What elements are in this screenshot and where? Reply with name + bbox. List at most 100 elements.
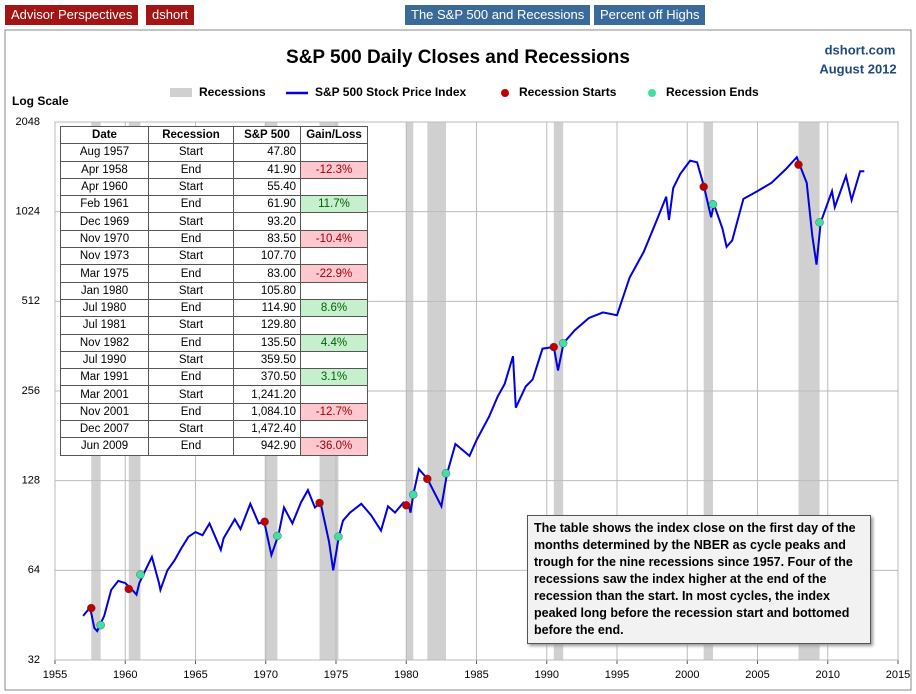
nav-button[interactable]: Advisor Perspectives bbox=[5, 5, 139, 25]
table-cell: -22.9% bbox=[300, 264, 368, 283]
table-header: Date Recession S&P 500 Gain/Loss bbox=[60, 125, 368, 145]
x-tick-label: 2010 bbox=[816, 669, 840, 681]
table-row: Apr 1958 End 41.90 -12.3% bbox=[60, 160, 368, 179]
table-cell: End bbox=[148, 160, 234, 179]
legend-swatch bbox=[501, 89, 509, 97]
recession-marker bbox=[708, 200, 718, 209]
table-row: Apr 1960 Start 55.40 bbox=[60, 177, 368, 197]
y-tick-label: 64 bbox=[28, 564, 40, 576]
table-cell: Jun 2009 bbox=[60, 437, 149, 456]
table-cell: 1,084.10 bbox=[233, 402, 301, 422]
table-row: Mar 1991 End 370.50 3.1% bbox=[60, 368, 368, 387]
nav-button[interactable]: Percent off Highs bbox=[594, 5, 706, 25]
table-cell: -12.3% bbox=[300, 160, 368, 179]
recession-marker bbox=[260, 517, 269, 526]
table-row: Jun 2009 End 942.90 -36.0% bbox=[60, 437, 368, 456]
chart-title: S&P 500 Daily Closes and Recessions bbox=[286, 47, 630, 68]
table-cell: Nov 1973 bbox=[60, 247, 149, 266]
table-row: Dec 2007 Start 1,472.40 bbox=[60, 420, 368, 439]
legend-label: Recession Starts bbox=[519, 85, 617, 99]
recession-marker bbox=[87, 603, 96, 613]
table-cell: -10.4% bbox=[300, 229, 368, 249]
recession-marker bbox=[315, 498, 324, 508]
recession-marker bbox=[273, 531, 282, 541]
table-cell: End bbox=[148, 333, 234, 352]
nav-button[interactable]: The S&P 500 and Recessions bbox=[405, 5, 591, 25]
x-tick-label: 1955 bbox=[43, 669, 67, 681]
table-row: Mar 2001 Start 1,241.20 bbox=[60, 385, 368, 404]
nav-button[interactable]: dshort bbox=[146, 5, 195, 25]
table-cell bbox=[300, 247, 368, 266]
x-tick-label: 2005 bbox=[745, 669, 769, 681]
table-cell bbox=[300, 385, 368, 404]
table-cell: Mar 1991 bbox=[60, 368, 149, 387]
table-cell: Dec 2007 bbox=[60, 420, 149, 439]
table-cell: 942.90 bbox=[233, 437, 301, 456]
column-header: S&P 500 bbox=[233, 125, 301, 145]
x-tick-label: 2015 bbox=[886, 669, 910, 681]
table-cell: 3.1% bbox=[300, 368, 368, 387]
table-cell: Start bbox=[148, 350, 234, 370]
table-cell: 4.4% bbox=[300, 333, 368, 352]
x-tick-label: 1995 bbox=[605, 669, 629, 681]
table-cell: Start bbox=[148, 212, 234, 231]
table-cell: -36.0% bbox=[300, 437, 368, 456]
y-tick-label: 1024 bbox=[16, 206, 40, 218]
table-cell bbox=[300, 212, 368, 231]
x-tick-label: 1965 bbox=[183, 669, 207, 681]
table-cell bbox=[300, 143, 368, 162]
table-cell: Start bbox=[148, 385, 234, 404]
table-cell: Mar 1975 bbox=[60, 264, 149, 283]
recession-marker bbox=[96, 620, 105, 630]
recession-marker bbox=[136, 570, 145, 579]
price-line bbox=[82, 155, 865, 633]
table-cell: 61.90 bbox=[233, 195, 301, 214]
table-row: Nov 2001 End 1,084.10 -12.7% bbox=[60, 402, 368, 422]
legend-swatch bbox=[170, 88, 192, 97]
recession-marker bbox=[699, 182, 708, 191]
table-cell bbox=[300, 350, 368, 370]
source: dshort.com bbox=[825, 42, 896, 57]
recession-marker bbox=[549, 342, 558, 352]
table-cell: 41.90 bbox=[233, 160, 301, 179]
table-cell: Start bbox=[148, 281, 234, 300]
table-cell: 1,241.20 bbox=[233, 385, 301, 404]
table-row: Aug 1957 Start 47.80 bbox=[60, 143, 368, 162]
recession-marker bbox=[409, 490, 418, 499]
table-cell: Nov 1982 bbox=[60, 333, 149, 352]
table-cell: Nov 2001 bbox=[60, 402, 149, 422]
table-cell: End bbox=[148, 437, 234, 456]
recession-table: Date Recession S&P 500 Gain/Loss Aug 1957 Sta… bbox=[60, 125, 368, 456]
table-cell: Aug 1957 bbox=[60, 143, 149, 162]
table-cell: 359.50 bbox=[233, 350, 301, 370]
table-cell: 83.50 bbox=[233, 229, 301, 249]
table-row: Nov 1973 Start 107.70 bbox=[60, 247, 368, 266]
table-cell bbox=[300, 420, 368, 439]
recession-marker bbox=[423, 474, 432, 484]
column-header: Date bbox=[60, 125, 149, 145]
table-cell: 47.80 bbox=[233, 143, 301, 162]
table-cell: Start bbox=[148, 143, 234, 162]
table-cell: End bbox=[148, 298, 234, 318]
table-cell: Dec 1969 bbox=[60, 212, 149, 231]
table-cell bbox=[300, 177, 368, 197]
table-cell: 55.40 bbox=[233, 177, 301, 197]
column-header: Gain/Loss bbox=[300, 125, 368, 145]
table-row: Nov 1982 End 135.50 4.4% bbox=[60, 333, 368, 352]
x-tick-label: 1990 bbox=[535, 669, 559, 681]
table-row: Jan 1980 Start 105.80 bbox=[60, 281, 368, 300]
recession-marker bbox=[441, 469, 451, 478]
table-cell: End bbox=[148, 264, 234, 283]
table-cell bbox=[300, 316, 368, 335]
table-cell: Feb 1961 bbox=[60, 195, 149, 214]
x-tick-label: 1985 bbox=[464, 669, 488, 681]
x-tick-label: 1975 bbox=[324, 669, 348, 681]
y-tick-label: 128 bbox=[22, 475, 40, 487]
table-cell: 1,472.40 bbox=[233, 420, 301, 439]
table-cell: Jul 1980 bbox=[60, 298, 149, 318]
table-row: Dec 1969 Start 93.20 bbox=[60, 212, 368, 231]
table-cell: End bbox=[148, 368, 234, 387]
table-cell: Start bbox=[148, 177, 234, 197]
x-tick-label: 1980 bbox=[394, 669, 418, 681]
